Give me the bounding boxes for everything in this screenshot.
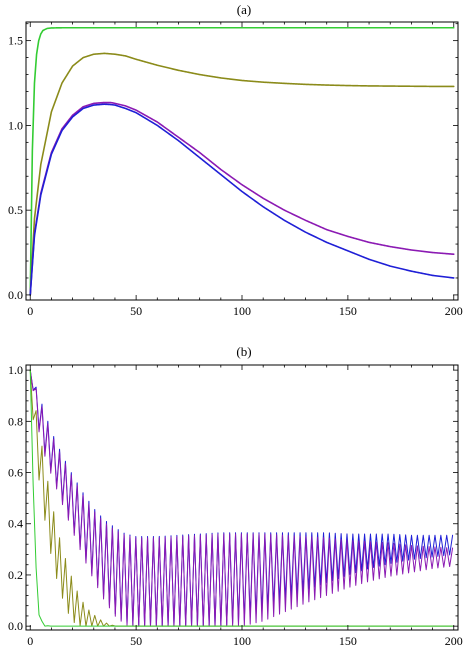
y-tick-label: 1.5 — [8, 34, 23, 48]
series-line-4 — [29, 103, 455, 296]
x-tick-label: 0 — [27, 634, 33, 648]
panel-a: (a) 0 50 100 150 200 0.0 0.5 1.0 1.5 — [8, 2, 463, 318]
panel-b: (b) 0 50 100 150 200 0.0 0.2 0.4 0.6 0.8 1.0 — [8, 344, 463, 648]
series-line-4 — [29, 369, 454, 627]
x-tick-label: 50 — [130, 634, 142, 648]
panel-label: (a) — [237, 2, 251, 17]
y-tick-label: 0.6 — [8, 466, 23, 480]
series-line-1 — [29, 26, 455, 296]
plot-frame — [25, 21, 459, 301]
y-tick-label: 0.2 — [8, 568, 23, 582]
plot-frame — [25, 364, 459, 631]
series-line-3 — [29, 369, 454, 627]
y-tick-label: 0.8 — [8, 414, 23, 428]
y-tick-label: 0.0 — [8, 619, 23, 633]
x-tick-label: 150 — [339, 634, 357, 648]
x-tick-label: 200 — [445, 304, 463, 318]
y-tick-label: 1.0 — [8, 118, 23, 132]
x-tick-label: 0 — [27, 304, 33, 318]
x-tick-label: 100 — [233, 304, 251, 318]
x-tick-label: 50 — [130, 304, 142, 318]
series-line-3 — [29, 101, 455, 296]
x-tick-label: 200 — [445, 634, 463, 648]
series-line-2 — [29, 369, 454, 627]
y-tick-label: 0.0 — [8, 288, 23, 302]
plot-area — [29, 369, 454, 627]
x-tick-label: 150 — [339, 304, 357, 318]
y-tick-label: 0.5 — [8, 203, 23, 217]
series-line-2 — [29, 52, 455, 296]
y-tick-label: 1.0 — [8, 363, 23, 377]
x-tick-label: 100 — [233, 634, 251, 648]
panel-label: (b) — [236, 344, 251, 359]
y-tick-label: 0.4 — [8, 517, 23, 531]
series-line-1 — [29, 369, 454, 627]
plot-area — [29, 26, 455, 296]
